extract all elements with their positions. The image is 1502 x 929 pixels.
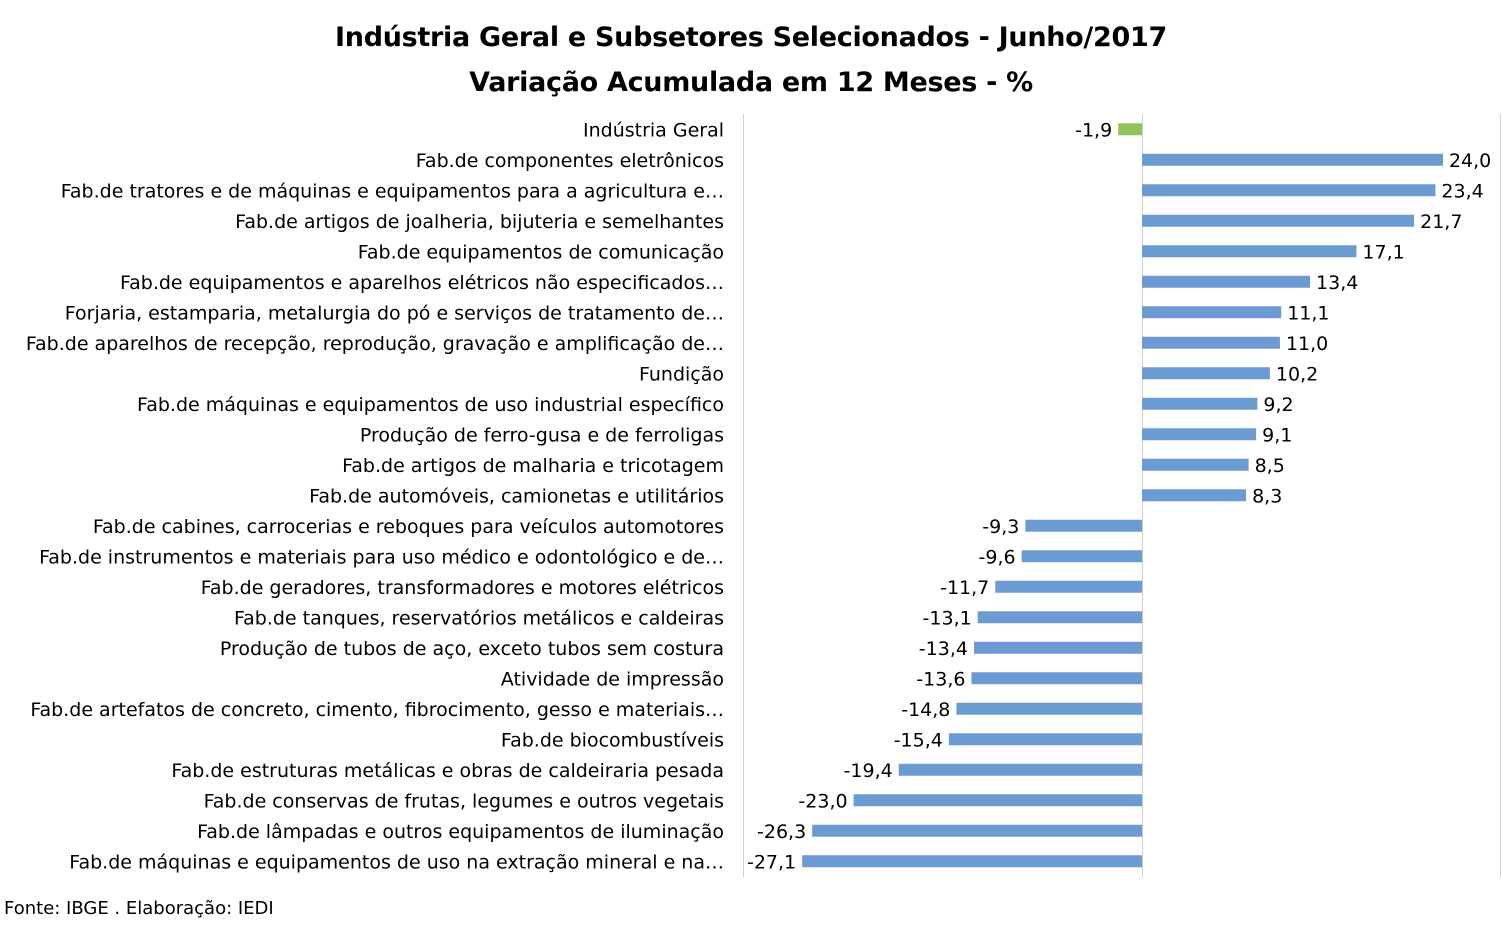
bar (1142, 245, 1357, 258)
bar (1142, 275, 1311, 288)
category-label: Fab.de automóveis, camionetas e utilitár… (309, 485, 724, 507)
data-label: 11,1 (1287, 302, 1329, 324)
data-label: 23,4 (1441, 180, 1483, 202)
bar (977, 611, 1142, 624)
category-label: Fab.de equipamentos de comunicação (358, 241, 724, 263)
bar (1142, 306, 1282, 319)
data-label: -14,8 (901, 699, 950, 721)
bar (898, 763, 1142, 776)
data-label: 24,0 (1449, 150, 1491, 172)
chart-subtitle: Variação Acumulada em 12 Meses - % (469, 67, 1033, 98)
bar (971, 672, 1142, 685)
category-label: Fab.de máquinas e equipamentos de uso na… (69, 851, 724, 873)
bar (1142, 489, 1247, 502)
bar (1142, 214, 1415, 227)
bar (973, 641, 1142, 654)
category-label: Fab.de artigos de malharia e tricotagem (342, 455, 724, 477)
data-label: 11,0 (1286, 333, 1328, 355)
category-label: Forjaria, estamparia, metalurgia do pó e… (65, 302, 724, 324)
category-label: Fab.de tanques, reservatórios metálicos … (234, 607, 724, 629)
category-label: Fab.de biocombustíveis (501, 729, 724, 751)
data-label: -26,3 (757, 821, 806, 843)
bar (956, 702, 1142, 715)
bar (1142, 428, 1257, 441)
bar (1025, 519, 1142, 532)
category-label: Fab.de lâmpadas e outros equipamentos de… (197, 821, 724, 843)
data-label: -27,1 (747, 851, 796, 873)
bar (1142, 184, 1436, 197)
source-note: Fonte: IBGE . Elaboração: IEDI (4, 898, 274, 919)
category-label: Fab.de artigos de joalheria, bijuteria e… (235, 211, 724, 233)
category-label: Indústria Geral (583, 119, 724, 141)
bar (802, 855, 1142, 868)
bar (1142, 367, 1270, 380)
bar (948, 733, 1142, 746)
category-label: Fab.de aparelhos de recepção, reprodução… (26, 333, 724, 355)
bar (995, 580, 1142, 593)
bar (1118, 123, 1142, 136)
data-label: 8,5 (1255, 455, 1285, 477)
data-label: -13,1 (923, 607, 972, 629)
data-label: 17,1 (1362, 241, 1404, 263)
category-label: Fab.de tratores e de máquinas e equipame… (61, 180, 724, 202)
data-label: -15,4 (894, 729, 943, 751)
chart-title: Indústria Geral e Subsetores Selecionado… (335, 22, 1167, 53)
category-label: Produção de tubos de aço, exceto tubos s… (220, 638, 724, 660)
category-label: Produção de ferro-gusa e de ferroligas (360, 424, 724, 446)
data-label: -23,0 (798, 790, 847, 812)
data-label: 8,3 (1252, 485, 1282, 507)
data-label: -9,3 (982, 516, 1019, 538)
category-label: Fab.de geradores, transformadores e moto… (201, 577, 724, 599)
bar (1142, 458, 1249, 471)
bar (1142, 397, 1258, 410)
category-label: Fab.de componentes eletrônicos (416, 150, 724, 172)
category-label: Fab.de equipamentos e aparelhos elétrico… (120, 272, 724, 294)
category-label: Fab.de artefatos de concreto, cimento, f… (30, 699, 724, 721)
bar (812, 824, 1142, 837)
category-label: Fab.de estruturas metálicas e obras de c… (171, 760, 724, 782)
data-label: 9,1 (1262, 424, 1292, 446)
bar (1142, 153, 1443, 166)
bar (1021, 550, 1142, 563)
category-label: Atividade de impressão (501, 668, 724, 690)
data-label: -9,6 (979, 546, 1016, 568)
data-label: 21,7 (1420, 211, 1462, 233)
data-label: -13,4 (919, 638, 968, 660)
data-label: -19,4 (844, 760, 893, 782)
category-label: Fab.de máquinas e equipamentos de uso in… (137, 394, 724, 416)
data-label: 10,2 (1276, 363, 1318, 385)
bar (1142, 336, 1280, 349)
bars-layer: Indústria Geral -1,9 Fab.de componentes el… (26, 119, 1491, 873)
data-label: -13,6 (916, 668, 965, 690)
data-label: -1,9 (1075, 119, 1112, 141)
category-label: Fab.de cabines, carrocerias e reboques p… (93, 516, 724, 538)
category-label: Fundição (639, 363, 724, 385)
category-label: Fab.de instrumentos e materiais para uso… (39, 546, 724, 568)
category-label: Fab.de conservas de frutas, legumes e ou… (204, 790, 724, 812)
data-label: 9,2 (1263, 394, 1293, 416)
data-label: 13,4 (1316, 272, 1358, 294)
bar (853, 794, 1142, 807)
data-label: -11,7 (940, 577, 989, 599)
